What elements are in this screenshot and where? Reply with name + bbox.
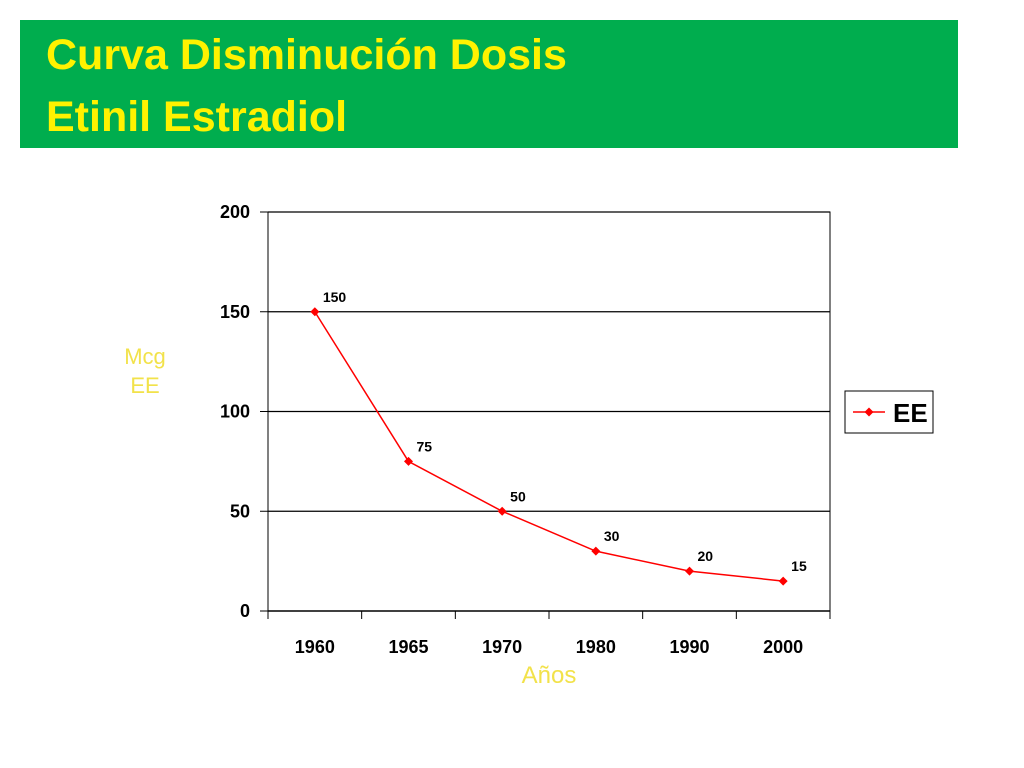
data-point-marker — [685, 566, 694, 576]
x-tick-label: 1990 — [669, 637, 709, 657]
data-point-marker — [591, 546, 601, 556]
title-line-1: Curva Disminución Dosis — [46, 31, 567, 79]
data-point-marker — [404, 456, 413, 466]
data-label: 20 — [698, 548, 714, 564]
x-tick-label: 1980 — [576, 637, 616, 657]
data-point-marker — [497, 506, 507, 516]
legend-label-ee: EE — [893, 398, 928, 428]
x-tick-label: 2000 — [763, 637, 803, 657]
y-tick-label: 0 — [240, 601, 250, 621]
data-label: 150 — [323, 289, 347, 305]
gridlines — [268, 211, 830, 512]
y-axis-title: EE — [130, 373, 159, 398]
title-line-2: Etinil Estradiol — [46, 93, 348, 141]
y-tick-label: 50 — [230, 501, 250, 521]
data-label: 50 — [510, 488, 526, 504]
title-banner: Curva Disminución Dosis Etinil Estradiol — [20, 20, 958, 148]
x-tick-label: 1970 — [482, 637, 522, 657]
x-tick-label: 1960 — [295, 637, 335, 657]
y-tick-label: 200 — [220, 202, 250, 222]
data-point-marker — [310, 307, 320, 317]
legend-marker-swatch — [864, 407, 874, 417]
axes — [260, 211, 831, 619]
data-label: 30 — [604, 528, 620, 544]
legend-box — [844, 390, 934, 434]
x-tick-label: 1965 — [388, 637, 428, 657]
data-point-marker — [778, 576, 788, 586]
x-axis-title: Años — [522, 662, 577, 689]
data-label: 75 — [417, 438, 433, 454]
series-line-ee — [314, 311, 784, 582]
y-tick-label: 150 — [220, 302, 250, 322]
data-label: 15 — [791, 558, 807, 574]
legend: EE — [844, 390, 934, 434]
labels: 0 50 100 150 200 1960 1965 1970 1980 1990 2000 150 7… — [124, 202, 807, 689]
y-axis-title: Mcg — [124, 344, 166, 369]
y-tick-label: 100 — [220, 402, 250, 422]
series-ee — [310, 307, 788, 586]
